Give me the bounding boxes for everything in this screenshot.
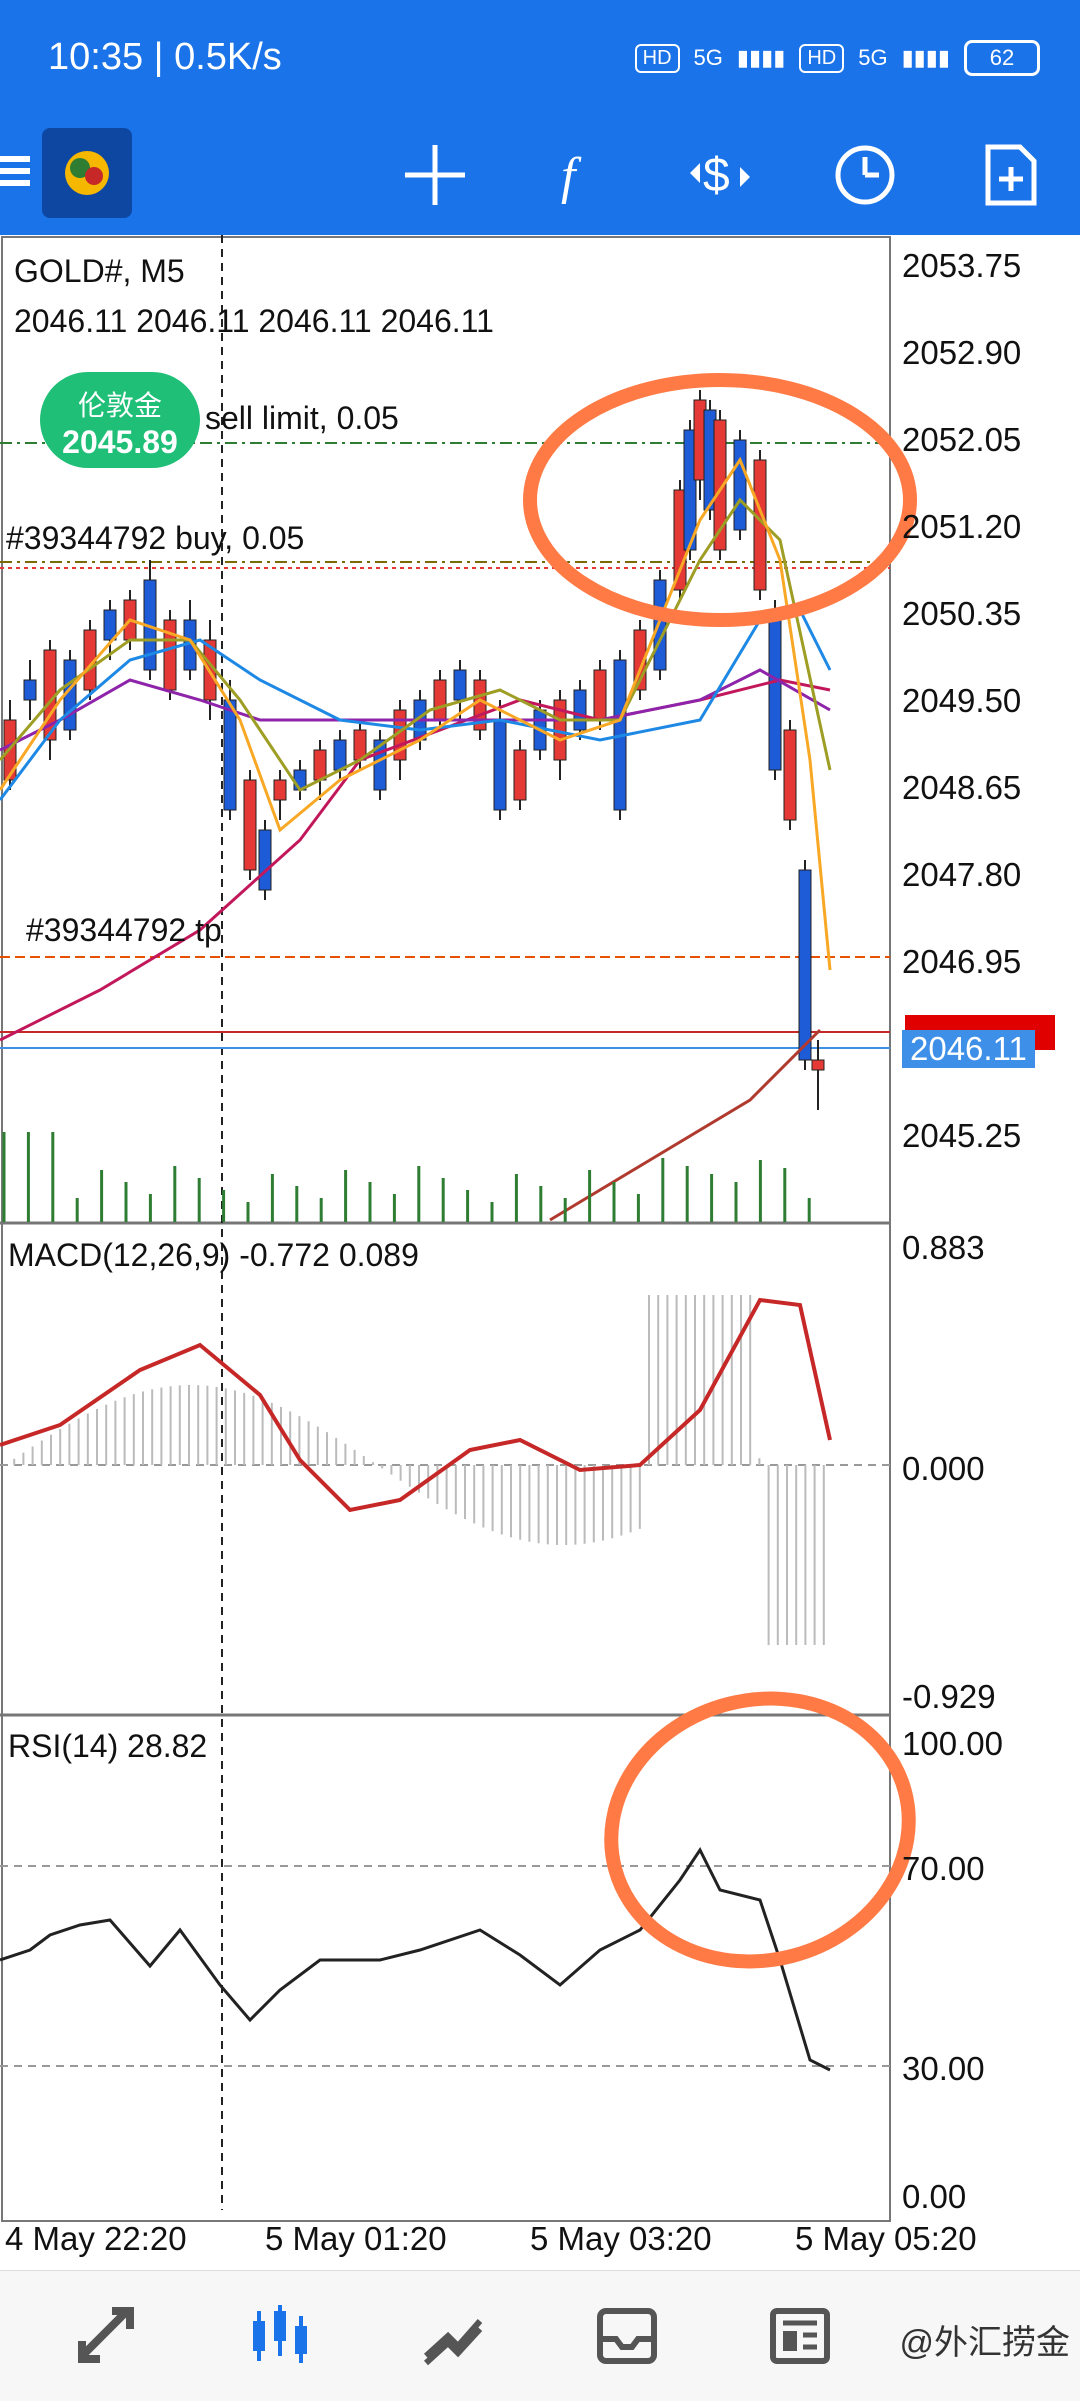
price-axis-label: 2047.80 <box>902 856 1022 893</box>
macd-label: MACD(12,26,9) -0.772 0.089 <box>8 1237 419 1273</box>
rsi-axis-label: 70.00 <box>902 1850 985 1887</box>
candle-body <box>713 419 727 551</box>
ma-yellow <box>0 456 832 971</box>
quotes-icon[interactable] <box>72 2301 142 2371</box>
candle-body <box>573 689 587 731</box>
candle-body <box>223 699 237 811</box>
symbol-label: GOLD#, M5 <box>14 253 185 289</box>
svg-text:$: $ <box>703 149 730 202</box>
status-bar: 10:35 | 0.5K/s HD 5G ▮▮▮▮ HD 5G ▮▮▮▮ 62 <box>0 0 1080 120</box>
battery-icon: 62 <box>964 40 1040 76</box>
menu-icon[interactable] <box>0 150 30 192</box>
signal-icon: ▮▮▮▮ <box>736 45 786 70</box>
candle-body <box>103 609 117 641</box>
price-axis-label: 2045.25 <box>902 1117 1022 1154</box>
price-axis-label: 2049.50 <box>902 682 1022 719</box>
time-axis-label: 4 May 22:20 <box>5 2220 187 2257</box>
price-axis-label: 2050.35 <box>902 595 1022 632</box>
pill-price: 2045.89 <box>62 424 178 460</box>
watermark: @外汇捞金 <box>899 2324 1070 2362</box>
pill-label: 伦敦金 <box>77 390 162 421</box>
annotation-circle <box>523 373 917 627</box>
candle-body <box>453 669 467 701</box>
news-icon[interactable] <box>765 2301 835 2371</box>
candle-body <box>683 429 697 551</box>
clock-icon[interactable] <box>830 140 900 210</box>
price-axis-label: 2052.90 <box>902 334 1022 371</box>
candle-body <box>653 579 667 671</box>
signal-icon: ▮▮▮▮ <box>901 45 950 70</box>
price-axis-label: 2048.65 <box>902 769 1022 806</box>
price-axis-label: 2053.75 <box>902 247 1022 284</box>
new-order-icon[interactable] <box>975 140 1045 210</box>
candle-body <box>798 869 812 1061</box>
annotation-circle <box>604 1691 916 1969</box>
time-axis-label: 5 May 05:20 <box>795 2220 977 2257</box>
history-icon[interactable] <box>592 2301 662 2371</box>
price-pill[interactable]: 伦敦金 2045.89 <box>40 372 200 468</box>
candle-body <box>493 719 507 811</box>
candle-body <box>333 739 347 771</box>
ma-pink <box>0 678 831 1042</box>
rsi-label: RSI(14) 28.82 <box>8 1728 208 1764</box>
chart-toolbar <box>0 120 1080 235</box>
status-time: 10:35 | 0.5K/s <box>48 36 282 78</box>
candle-body <box>593 669 607 721</box>
chart-icon[interactable] <box>245 2301 315 2371</box>
price-axis-label: 2052.05 <box>902 421 1022 458</box>
hd-badge: HD <box>799 43 845 73</box>
candle-body <box>783 729 797 821</box>
macd-signal-line <box>0 1297 832 1513</box>
buy-order-label: #39344792 buy, 0.05 <box>6 520 305 556</box>
macd-axis-label: 0.000 <box>902 1450 985 1487</box>
chart-frame <box>1 236 891 2222</box>
trade-icon[interactable]: $ <box>685 140 755 210</box>
bottom-nav <box>0 2270 1080 2401</box>
svg-text:f: f <box>561 148 582 205</box>
trade-nav-icon[interactable] <box>418 2301 488 2371</box>
ma-purple <box>0 668 831 752</box>
macd-axis-label: -0.929 <box>902 1678 996 1715</box>
price-axis-label: 2046.11 <box>902 1030 1035 1068</box>
rsi-line <box>0 1847 831 2072</box>
function-icon[interactable]: f <box>540 140 610 210</box>
time-axis-label: 5 May 03:20 <box>530 2220 712 2257</box>
candle-body <box>768 609 782 771</box>
macd-axis-label: 0.883 <box>902 1229 985 1266</box>
hd-badge: HD <box>634 43 680 73</box>
time-axis-label: 5 May 01:20 <box>265 2220 447 2257</box>
candle-body <box>313 749 327 781</box>
app-logo[interactable] <box>42 128 132 218</box>
rsi-axis-label: 0.00 <box>902 2178 967 2215</box>
candle-body <box>23 679 37 701</box>
price-axis-label: 2046.95 <box>902 943 1022 980</box>
status-icons: HD 5G ▮▮▮▮ HD 5G ▮▮▮▮ 62 <box>634 40 1040 76</box>
candle-body <box>733 439 747 531</box>
tp-order-label: #39344792 tp <box>26 912 222 948</box>
candle-body <box>243 779 257 871</box>
sell-limit-label: sell limit, 0.05 <box>205 400 399 436</box>
rsi-axis-label: 100.00 <box>902 1725 1003 1762</box>
candle-body <box>273 779 287 801</box>
crosshair-icon[interactable] <box>400 140 470 210</box>
candle-body <box>258 829 272 891</box>
candle-body <box>433 679 447 721</box>
candle-body <box>811 1059 825 1071</box>
network-label: 5G <box>693 45 723 70</box>
network-label: 5G <box>858 45 888 70</box>
ma-olive <box>0 497 832 792</box>
price-axis-label: 2051.20 <box>902 508 1022 545</box>
ma-brown <box>549 1028 822 1222</box>
ohlc-label: 2046.11 2046.11 2046.11 2046.11 <box>14 303 494 339</box>
candle-body <box>513 749 527 801</box>
rsi-axis-label: 30.00 <box>902 2050 985 2087</box>
